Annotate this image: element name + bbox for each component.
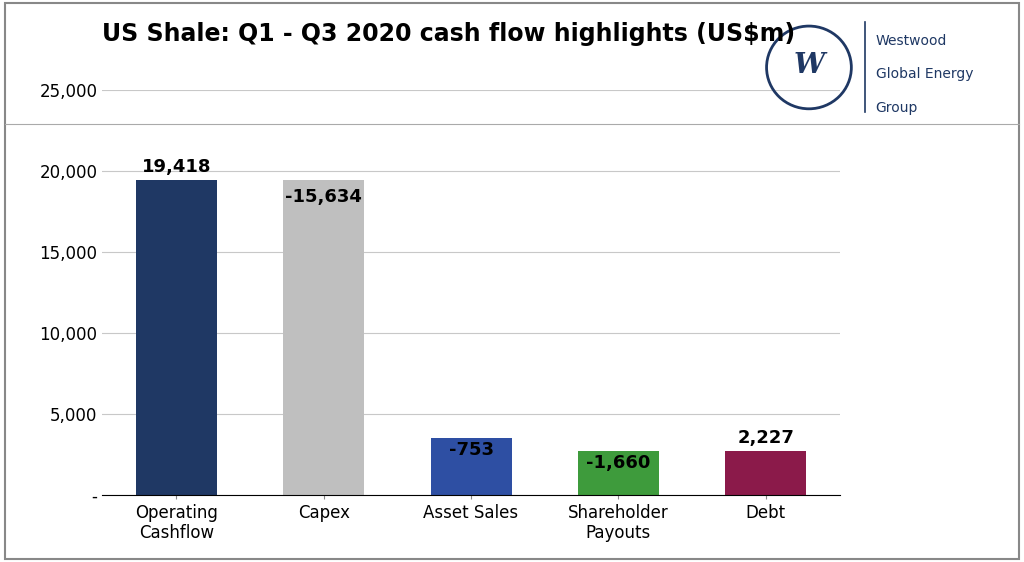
Text: Global Energy: Global Energy [876, 67, 973, 81]
Bar [578, 451, 658, 495]
Text: 19,418: 19,418 [141, 158, 211, 176]
Text: 2,227: 2,227 [737, 429, 794, 447]
Bar [430, 438, 512, 495]
Bar [136, 180, 217, 495]
Text: W: W [794, 52, 824, 79]
Text: US Shale: Q1 - Q3 2020 cash flow highlights (US$m): US Shale: Q1 - Q3 2020 cash flow highlig… [102, 22, 796, 47]
Text: -15,634: -15,634 [286, 188, 362, 206]
Text: Westwood: Westwood [876, 34, 947, 48]
Bar [725, 451, 806, 495]
Bar [284, 180, 365, 495]
Text: Group: Group [876, 101, 918, 115]
Text: -753: -753 [449, 441, 494, 459]
Text: -1,660: -1,660 [586, 454, 650, 472]
